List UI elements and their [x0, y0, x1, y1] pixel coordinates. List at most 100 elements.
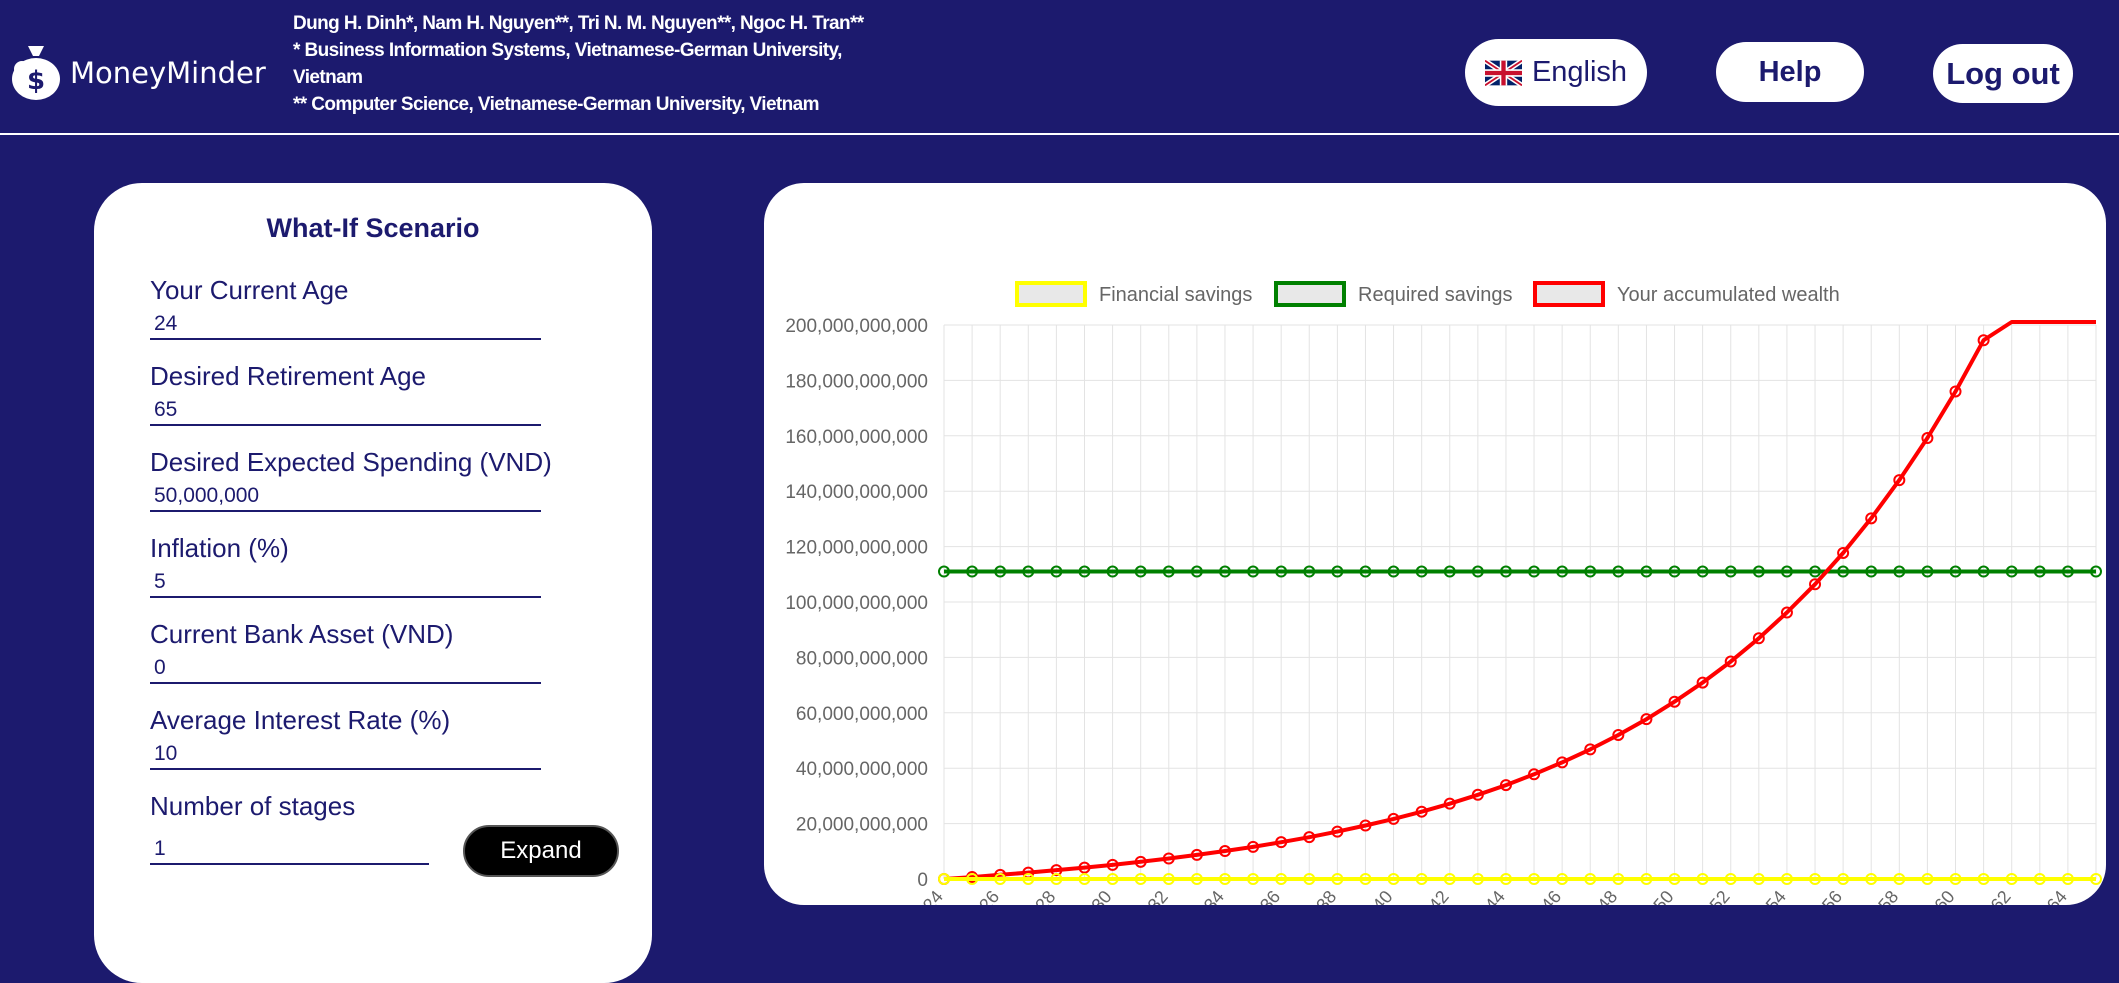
x-tick-label: 38 — [1312, 887, 1340, 905]
data-point — [1134, 873, 1147, 885]
current-age-label: Your Current Age — [150, 275, 349, 305]
data-point — [1809, 565, 1822, 578]
top-header: $ MoneyMinder Dung H. Dinh*, Nam H. Nguy… — [0, 0, 2119, 135]
data-point — [1303, 565, 1316, 578]
language-label: English — [1531, 56, 1628, 88]
data-point — [1443, 873, 1456, 885]
data-point — [1303, 831, 1316, 844]
data-point — [1612, 728, 1625, 741]
affiliation-line: ** Computer Science, Vietnamese-German U… — [293, 94, 820, 115]
x-tick-label: 56 — [1818, 887, 1846, 905]
data-point — [1106, 565, 1119, 578]
data-point — [2090, 565, 2102, 578]
data-point — [1640, 873, 1653, 885]
legend-label: Your accumulated wealth — [1617, 284, 1840, 306]
data-point — [1752, 873, 1765, 885]
data-point — [1528, 768, 1541, 781]
data-point — [1190, 848, 1203, 861]
y-tick-label: 60,000,000,000 — [796, 704, 928, 725]
data-point — [1078, 873, 1091, 885]
retirement-age-input[interactable] — [150, 396, 541, 426]
svg-text:$: $ — [27, 66, 45, 96]
data-point — [1865, 565, 1878, 578]
data-point — [1893, 565, 1906, 578]
data-point — [1275, 836, 1288, 849]
x-tick-label: 62 — [1987, 887, 2015, 905]
data-point — [1752, 632, 1765, 645]
data-point — [2005, 565, 2018, 578]
x-tick-label: 32 — [1144, 887, 1172, 905]
data-point — [1387, 812, 1400, 825]
data-point — [1022, 873, 1035, 885]
data-point — [2061, 873, 2074, 885]
y-tick-label: 180,000,000,000 — [785, 371, 928, 392]
data-point — [1471, 788, 1484, 801]
data-point — [1612, 565, 1625, 578]
stages-input[interactable] — [150, 835, 429, 865]
data-point — [1387, 565, 1400, 578]
y-tick-label: 0 — [917, 870, 928, 891]
help-button[interactable]: Help — [1716, 42, 1864, 102]
data-point — [1556, 565, 1569, 578]
expected-spending-input[interactable] — [150, 482, 541, 512]
data-point — [1640, 713, 1653, 726]
x-tick-label: 42 — [1425, 887, 1453, 905]
data-point — [938, 873, 950, 885]
data-point — [1162, 565, 1175, 578]
language-button[interactable]: English — [1465, 39, 1647, 106]
data-point — [1584, 743, 1597, 756]
y-tick-label: 140,000,000,000 — [785, 482, 928, 503]
data-point — [1668, 873, 1681, 885]
data-point — [1359, 565, 1372, 578]
data-point — [1921, 873, 1934, 885]
data-point — [1949, 565, 1962, 578]
data-point — [994, 873, 1007, 885]
y-tick-label: 120,000,000,000 — [785, 538, 928, 559]
data-point — [1893, 474, 1906, 487]
authors-block: Dung H. Dinh*, Nam H. Nguyen**, Tri N. M… — [293, 10, 953, 118]
data-point — [1556, 756, 1569, 769]
data-point — [1865, 512, 1878, 525]
logout-button[interactable]: Log out — [1933, 44, 2073, 103]
data-point — [1837, 565, 1850, 578]
data-point — [1218, 565, 1231, 578]
data-point — [966, 873, 979, 885]
data-point — [1584, 565, 1597, 578]
y-tick-label: 20,000,000,000 — [796, 815, 928, 836]
data-point — [994, 565, 1007, 578]
bank-asset-input[interactable] — [150, 654, 541, 684]
affiliation-line: Vietnam — [293, 67, 363, 88]
data-point — [1134, 565, 1147, 578]
x-tick-label: 40 — [1368, 887, 1396, 905]
data-point — [1443, 565, 1456, 578]
x-tick-label: 54 — [1762, 887, 1790, 905]
data-point — [1584, 873, 1597, 885]
data-point — [1724, 655, 1737, 668]
data-point — [1668, 695, 1681, 708]
current-age-input[interactable] — [150, 310, 541, 340]
y-tick-label: 200,000,000,000 — [785, 316, 928, 337]
interest-rate-input[interactable] — [150, 740, 541, 770]
data-point — [1696, 676, 1709, 689]
data-point — [1359, 819, 1372, 832]
data-point — [1247, 565, 1260, 578]
data-point — [1050, 873, 1063, 885]
data-point — [1415, 565, 1428, 578]
x-tick-label: 60 — [1930, 887, 1958, 905]
money-bag-logo-icon: $ — [12, 46, 60, 100]
data-point — [1612, 873, 1625, 885]
legend-swatch — [1533, 281, 1605, 307]
inflation-input[interactable] — [150, 568, 541, 598]
data-point — [1528, 565, 1541, 578]
data-point — [1162, 852, 1175, 865]
expand-button[interactable]: Expand — [463, 825, 619, 877]
data-point — [1078, 861, 1091, 874]
data-point — [1949, 873, 1962, 885]
data-point — [1893, 873, 1906, 885]
chart-panel: 200,000,000,000 180,000,000,000 160,000,00… — [764, 183, 2106, 905]
data-point — [2061, 565, 2074, 578]
data-point — [1837, 873, 1850, 885]
data-point — [1415, 873, 1428, 885]
data-point — [1780, 873, 1793, 885]
panel-title: What-If Scenario — [266, 213, 480, 243]
